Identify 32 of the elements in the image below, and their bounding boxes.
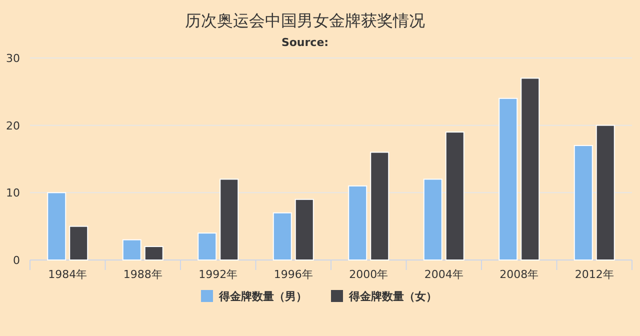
x-tick-label: 2000年 (349, 268, 388, 281)
bar (294, 198, 314, 260)
bar (348, 185, 368, 260)
legend-label: 得金牌数量（男） (218, 290, 307, 303)
y-tick-label: 10 (6, 186, 20, 200)
bar (272, 212, 292, 260)
bar (220, 178, 239, 260)
x-tick-label: 1988年 (123, 268, 162, 281)
bar (574, 145, 593, 260)
bar (69, 226, 88, 260)
bar (445, 132, 464, 260)
x-tick-label: 2004年 (424, 268, 464, 281)
bar (370, 152, 390, 260)
x-tick-label: 2012年 (574, 268, 614, 281)
x-tick-label: 1984年 (48, 268, 88, 281)
bar (47, 192, 66, 260)
chart-subtitle: Source: (281, 36, 329, 49)
bar (122, 239, 142, 260)
chart-title: 历次奥运会中国男女金牌获奖情况 (185, 11, 425, 30)
bar (144, 246, 164, 260)
legend-label: 得金牌数量（女） (348, 290, 437, 303)
x-tick-label: 1992年 (198, 268, 238, 281)
bar (423, 178, 442, 260)
y-tick-label: 20 (6, 119, 20, 132)
y-tick-label: 30 (6, 52, 20, 65)
bar (596, 124, 615, 260)
x-tick-label: 1996年 (274, 268, 313, 281)
y-tick-label: 0 (13, 254, 20, 267)
bar (198, 232, 217, 260)
bar (520, 78, 540, 260)
bar (498, 98, 518, 260)
x-tick-label: 2008年 (500, 268, 539, 281)
